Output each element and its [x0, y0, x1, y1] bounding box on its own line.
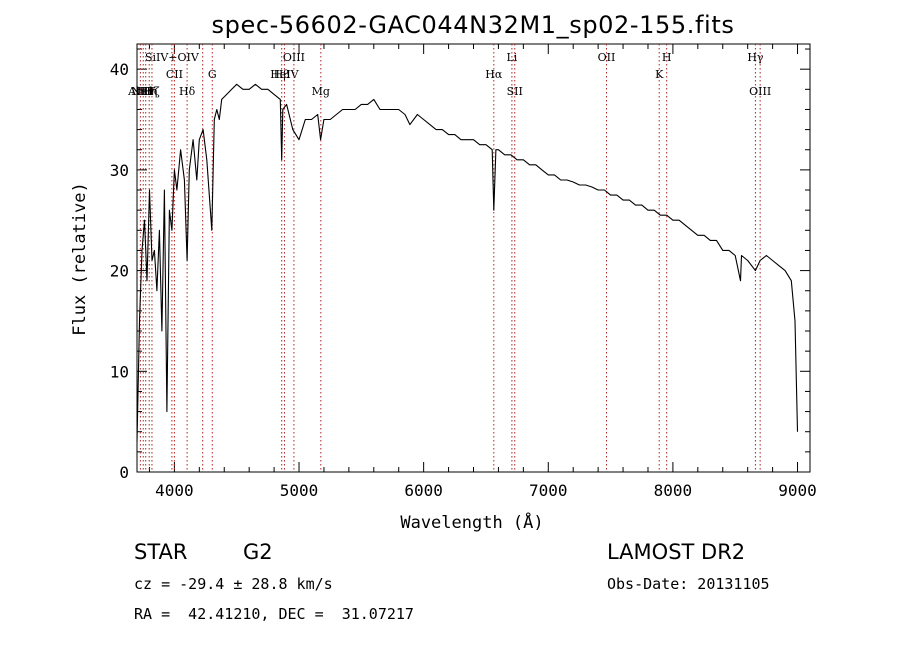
x-axis-label: Wavelength (Å): [400, 511, 543, 533]
x-tick-label: 7000: [529, 481, 568, 500]
line-marker-label: Hα: [485, 68, 503, 81]
flux-series: [136, 83, 799, 442]
redshift-readout: cz = -29.4 ± 28.8 km/s: [134, 575, 333, 593]
line-marker-label: Hζ: [144, 85, 160, 98]
line-marker-label: G: [208, 68, 217, 81]
axis-ticks: 4000 5000 6000 7000 8000 9000 0 10 20 30 40: [110, 44, 817, 500]
line-marker-label: Hβ: [274, 68, 290, 81]
survey-name: LAMOST DR2: [607, 540, 746, 564]
line-marker-label: NeV: [131, 85, 156, 98]
x-tick-label: 6000: [404, 481, 443, 500]
line-marker-label: Mg: [312, 85, 330, 98]
x-tick-label: 8000: [654, 481, 693, 500]
line-marker-label: CII: [166, 68, 183, 81]
line-marker-label: AlIII: [127, 85, 153, 98]
coordinates: RA = 42.41210, DEC = 31.07217: [134, 605, 414, 623]
line-marker-label: SII: [507, 85, 523, 98]
x-tick-label: 9000: [778, 481, 817, 500]
x-tick-label: 5000: [280, 481, 319, 500]
object-class: STAR: [134, 540, 188, 564]
line-marker-label: H: [662, 51, 672, 64]
y-axis-label: Flux (relative): [70, 182, 90, 336]
line-marker-label: Hδ: [179, 85, 196, 98]
line-marker-label: OII: [598, 51, 616, 64]
line-marker-label: OIII: [749, 85, 771, 98]
y-tick-label: 40: [110, 60, 129, 79]
line-marker-label: Li: [506, 51, 517, 64]
flux-line: [136, 83, 799, 442]
y-tick-label: 10: [110, 362, 129, 381]
line-marker-label: SiIV+OIV: [145, 51, 200, 64]
line-marker-label: HeIV: [270, 68, 299, 81]
plot-frame: [136, 43, 811, 473]
object-subclass: G2: [243, 540, 273, 564]
y-tick-label: 0: [119, 463, 129, 482]
line-marker-label: OIII: [283, 51, 305, 64]
y-tick-label: 20: [110, 262, 129, 281]
chart-title: spec-56602-GAC044N32M1_sp02-155.fits: [212, 11, 735, 39]
line-marker-label: K: [655, 68, 664, 81]
plot-border: [136, 43, 811, 473]
line-marker-label: Hη: [141, 85, 157, 98]
y-tick-label: 30: [110, 161, 129, 180]
line-marker-label: Hθ: [138, 85, 155, 98]
obs-date: Obs-Date: 20131105: [607, 575, 770, 593]
line-marker-label: Hγ: [747, 51, 764, 64]
x-tick-label: 4000: [155, 481, 194, 500]
